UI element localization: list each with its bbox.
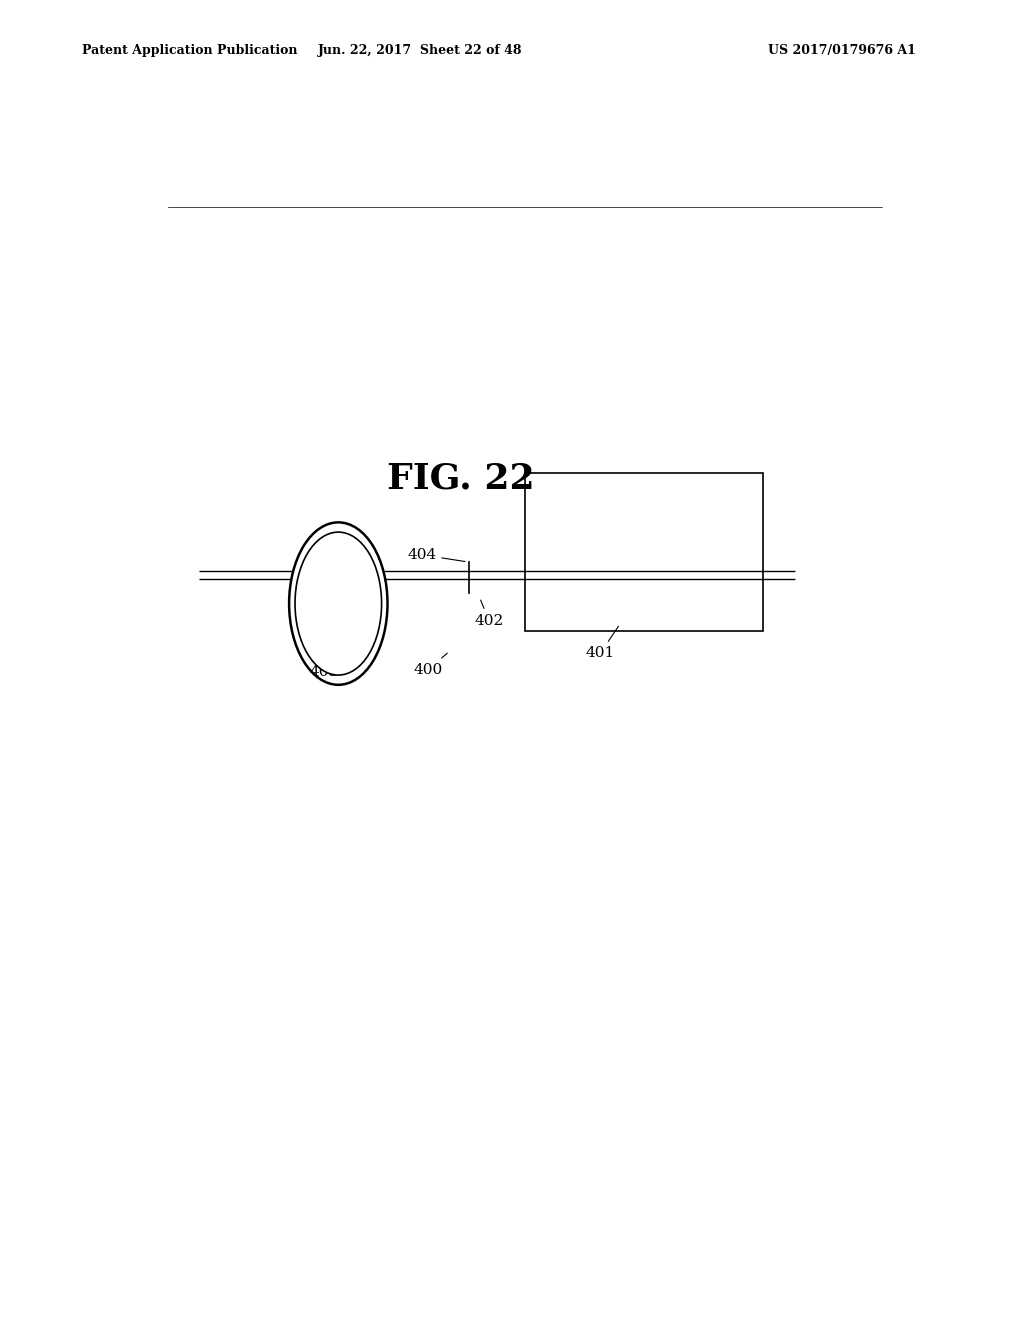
Text: US 2017/0179676 A1: US 2017/0179676 A1 [768,44,915,57]
Text: 401: 401 [586,626,618,660]
Text: Jun. 22, 2017  Sheet 22 of 48: Jun. 22, 2017 Sheet 22 of 48 [317,44,522,57]
Ellipse shape [295,532,382,675]
Ellipse shape [289,523,387,685]
Bar [524,474,763,631]
Text: FIG. 22: FIG. 22 [387,462,536,495]
Text: 403: 403 [309,653,339,678]
Text: 404: 404 [407,548,465,562]
Text: 402: 402 [474,601,504,628]
Text: 400: 400 [414,653,447,677]
Text: Patent Application Publication: Patent Application Publication [82,44,297,57]
